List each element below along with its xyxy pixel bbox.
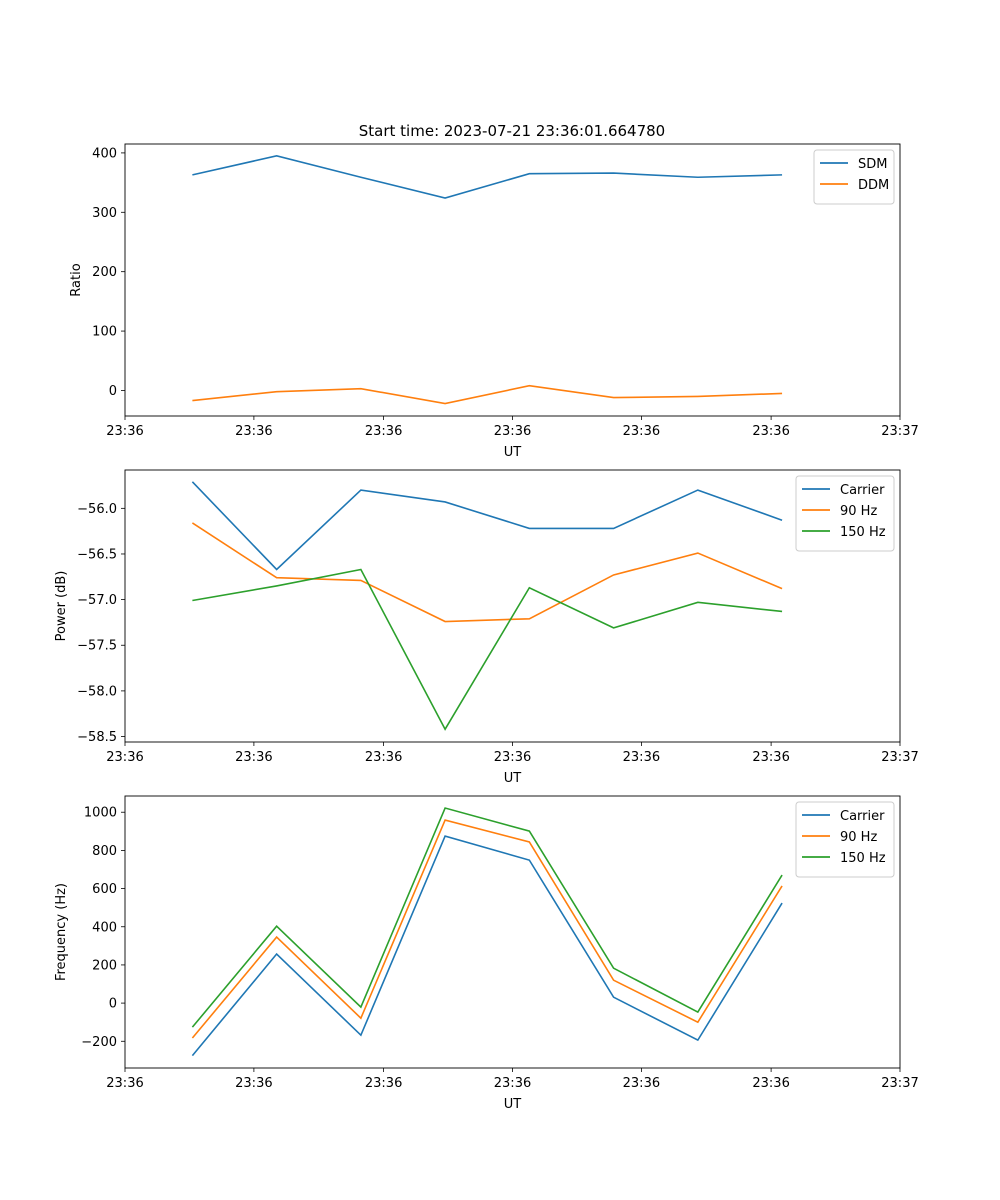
series-line-90-hz	[191, 819, 783, 1039]
x-tick-label: 23:37	[881, 750, 918, 765]
legend: Carrier 90 Hz 150 Hz	[795, 801, 895, 878]
y-tick-label: 200	[92, 265, 117, 280]
y-tick-label: −56.0	[77, 502, 117, 517]
y-tick-label: −57.0	[77, 593, 117, 608]
y-tick-label: 200	[92, 958, 117, 973]
legend: Carrier 90 Hz 150 Hz	[795, 475, 895, 552]
x-tick-label: 23:36	[106, 750, 143, 765]
x-tick-label: 23:36	[494, 424, 531, 439]
y-tick-label: −58.0	[77, 684, 117, 699]
legend-box	[795, 801, 895, 878]
x-tick-label: 23:36	[106, 1076, 143, 1091]
legend-label: 90 Hz	[840, 830, 877, 845]
legend-label: DDM	[858, 178, 889, 193]
y-tick-label: 300	[92, 206, 117, 221]
x-tick-label: 23:36	[494, 750, 531, 765]
x-tick-label: 23:36	[752, 1076, 789, 1091]
x-tick-label: 23:36	[752, 424, 789, 439]
y-tick-label: −56.5	[77, 547, 117, 562]
legend-label: SDM	[858, 157, 887, 172]
legend-label: Carrier	[840, 483, 885, 498]
x-tick-label: 23:36	[235, 750, 272, 765]
x-tick-label: 23:36	[752, 750, 789, 765]
y-tick-label: −57.5	[77, 639, 117, 654]
y-axis-label: Ratio	[69, 263, 84, 296]
subplot-2: 23:36 23:36 23:36 23:36 23:36 23:36 23:37 −56.0…	[54, 469, 919, 786]
x-tick-label: 23:37	[881, 424, 918, 439]
y-tick-label: −200	[81, 1035, 117, 1050]
legend-label: 150 Hz	[840, 851, 886, 866]
series-line-carrier	[191, 835, 783, 1057]
plot-frame	[124, 143, 901, 417]
x-tick-label: 23:36	[235, 1076, 272, 1091]
series-line-carrier	[191, 481, 783, 571]
y-tick-label: 100	[92, 325, 117, 340]
legend: SDM DDM	[813, 149, 895, 205]
figure-title: Start time: 2023-07-21 23:36:01.664780	[359, 122, 665, 140]
legend-label: 90 Hz	[840, 504, 877, 519]
y-tick-label: 0	[109, 384, 117, 399]
x-tick-label: 23:36	[365, 424, 402, 439]
subplot-3: 23:36 23:36 23:36 23:36 23:36 23:36 23:37 −200 0…	[54, 795, 919, 1112]
y-axis-label: Power (dB)	[54, 571, 69, 642]
y-tick-label: 400	[92, 146, 117, 161]
x-axis-label: UT	[504, 445, 522, 460]
subplot-1: 23:36 23:36 23:36 23:36 23:36 23:36 23:37 0 100 2…	[69, 143, 919, 460]
series-line-150-hz	[191, 807, 783, 1028]
x-tick-label: 23:36	[494, 1076, 531, 1091]
series-line-sdm	[192, 155, 783, 199]
legend-label: Carrier	[840, 809, 885, 824]
y-axis-label: Frequency (Hz)	[54, 883, 69, 981]
series-line-ddm	[192, 384, 783, 405]
legend-label: 150 Hz	[840, 525, 886, 540]
y-tick-label: 600	[92, 882, 117, 897]
x-tick-label: 23:36	[365, 750, 402, 765]
y-tick-label: −58.5	[77, 730, 117, 745]
y-tick-label: 400	[92, 920, 117, 935]
x-axis-label: UT	[504, 1097, 522, 1112]
y-tick-label: 1000	[84, 806, 117, 821]
plot-frame	[124, 469, 901, 743]
x-tick-label: 23:37	[881, 1076, 918, 1091]
x-axis-label: UT	[504, 771, 522, 786]
y-tick-label: 800	[92, 844, 117, 859]
y-tick-label: 0	[109, 997, 117, 1012]
legend-box	[795, 475, 895, 552]
x-tick-label: 23:36	[106, 424, 143, 439]
x-tick-label: 23:36	[235, 424, 272, 439]
series-line-90-hz	[191, 522, 783, 623]
x-tick-label: 23:36	[623, 750, 660, 765]
x-tick-label: 23:36	[623, 1076, 660, 1091]
plot-frame	[124, 795, 901, 1069]
series-line-150-hz	[192, 568, 783, 731]
x-tick-label: 23:36	[365, 1076, 402, 1091]
x-tick-label: 23:36	[623, 424, 660, 439]
